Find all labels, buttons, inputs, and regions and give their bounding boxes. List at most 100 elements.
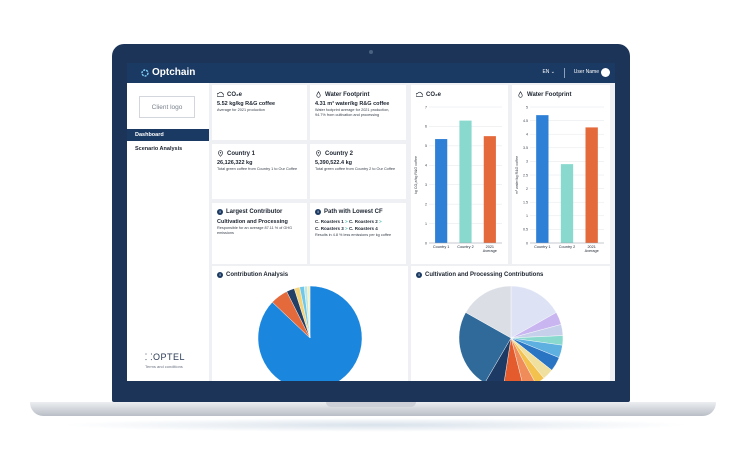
country1-card: Country 1 26,126,322 kg Total green coff…	[212, 144, 307, 199]
y-tick-label: 1	[526, 214, 528, 218]
laptop-shadow	[60, 418, 690, 432]
camera-dot	[369, 50, 373, 54]
bar[interactable]	[560, 164, 574, 243]
arrow-right-icon: >	[345, 219, 348, 224]
info-icon: i	[416, 272, 422, 278]
language-value: EN	[542, 69, 550, 75]
x-tick-label: 2021	[486, 245, 494, 249]
y-tick-label: 3.5	[523, 146, 528, 150]
x-tick-label: Country 2	[559, 245, 575, 249]
y-tick-label: 0	[526, 241, 528, 245]
path-node: C. Roasters 2	[348, 219, 378, 224]
info-icon: i	[315, 209, 321, 215]
co2-title: CO₂e	[227, 91, 243, 98]
y-axis-label: m³ water/kg R&G coffee	[515, 156, 519, 194]
path-card: i Path with Lowest CF C. Roasters 1 > C. …	[310, 203, 406, 264]
bar[interactable]	[483, 136, 496, 243]
arrow-right-icon: >	[378, 219, 382, 224]
path-node: C. Roasters 4	[348, 226, 378, 231]
bar[interactable]	[435, 139, 448, 243]
pie-slice[interactable]	[510, 337, 536, 381]
contribution-title: Contribution Analysis	[226, 272, 289, 278]
pie-slice[interactable]	[510, 337, 545, 381]
bar[interactable]	[536, 115, 549, 243]
country2-card: Country 2 5,390,522.4 kg Total green cof…	[310, 144, 406, 199]
avatar[interactable]	[601, 68, 610, 77]
y-tick-label: 6	[425, 125, 427, 129]
country1-sub: Total green coffee from Country 1 to Our…	[217, 167, 298, 171]
bar[interactable]	[459, 120, 472, 243]
y-tick-label: 3	[526, 160, 528, 164]
cultivation-contributions-card: i Cultivation and Processing Contribution…	[411, 266, 610, 381]
water-value: 4.31 m³ water/kg R&G coffee	[315, 101, 390, 107]
user-name[interactable]: User Name	[573, 69, 599, 75]
pie-slice[interactable]	[503, 337, 524, 381]
y-tick-label: 0.5	[523, 228, 528, 232]
path-node: C. Roasters 3	[315, 226, 344, 231]
language-select[interactable]: EN ⌄	[542, 69, 555, 75]
optel-logo: ⸬OPTEL	[145, 352, 185, 362]
y-tick-label: 2	[526, 187, 528, 191]
largest-sub: Responsible for an average 87.11 % of GH…	[217, 226, 293, 235]
co2-card: CO₂e 5.52 kg/kg R&G coffee Average for 2…	[212, 85, 307, 140]
co2-sub: Average for 2021 production	[217, 108, 265, 112]
sidebar-item-dashboard[interactable]: Dashboard	[127, 129, 209, 141]
pie-slice[interactable]	[510, 285, 557, 339]
path-title: Path with Lowest CF	[324, 209, 383, 215]
x-tick-label: Country 1	[534, 245, 550, 249]
y-tick-label: 0	[425, 241, 427, 245]
co2-chart-card: CO₂e 0 1 2 3 4 5 6 7 kg CO₂e/kg R&G coffee Countr…	[411, 85, 508, 264]
y-tick-label: 1	[425, 222, 427, 226]
bar[interactable]	[585, 127, 598, 243]
info-icon: i	[217, 209, 223, 215]
brand-icon	[141, 68, 149, 77]
x-tick-label: Country 2	[457, 245, 473, 249]
country2-sub: Total green coffee from Country 2 to Our…	[315, 167, 396, 171]
brand-logo[interactable]: Optchain	[141, 67, 195, 78]
country1-value: 26,126,322 kg	[217, 160, 253, 166]
cloud-icon	[217, 91, 224, 97]
largest-value: Cultivation and Processing	[217, 219, 288, 225]
water-drop-icon	[518, 91, 523, 98]
pie-slice[interactable]	[465, 285, 512, 339]
client-logo: Client logo	[139, 96, 195, 118]
sidebar: Client logo Dashboard Scenario Analysis …	[127, 83, 209, 381]
laptop-notch	[326, 402, 416, 407]
optel-logo-text: OPTEL	[152, 352, 185, 362]
divider	[564, 68, 565, 78]
x-tick-label: Country 1	[433, 245, 449, 249]
co2-chart-title: CO₂e	[426, 91, 442, 98]
country2-title: Country 2	[325, 150, 354, 157]
y-tick-label: 4.5	[523, 119, 528, 123]
chevron-down-icon: ⌄	[550, 69, 555, 75]
top-bar: Optchain EN ⌄ User Name	[127, 63, 615, 83]
location-pin-icon	[316, 150, 321, 157]
water-chart-title: Water Footprint	[527, 91, 572, 98]
co2-value: 5.52 kg/kg R&G coffee	[217, 101, 276, 107]
country2-value: 5,390,522.4 kg	[315, 160, 353, 166]
contribution-pie-chart	[257, 285, 363, 381]
water-sub: Water footprint average for 2021 product…	[315, 108, 390, 117]
path-node: C. Roasters 1	[315, 219, 344, 224]
pie-slice[interactable]	[458, 312, 512, 381]
sidebar-item-scenario-analysis[interactable]: Scenario Analysis	[135, 146, 183, 152]
contribution-analysis-card: i Contribution Analysis	[212, 266, 408, 381]
y-tick-label: 5	[425, 144, 427, 148]
path-line-1: C. Roasters 1 > C. Roasters 2 >	[315, 219, 382, 224]
y-tick-label: 1.5	[523, 201, 528, 205]
x-tick-label: Average	[483, 249, 497, 253]
pie-slice[interactable]	[307, 285, 311, 339]
arrow-right-icon: >	[345, 226, 348, 231]
x-tick-label: Average	[585, 249, 599, 253]
terms-link[interactable]: Terms and conditions	[145, 364, 183, 369]
y-tick-label: 7	[425, 105, 427, 109]
brand-name: Optchain	[152, 67, 196, 78]
location-pin-icon	[218, 150, 223, 157]
y-tick-label: 2.5	[523, 173, 528, 177]
app-screen: Optchain EN ⌄ User Name Client logo Dash…	[127, 63, 615, 381]
y-axis-label: kg CO₂e/kg R&G coffee	[414, 156, 418, 194]
water-drop-icon	[316, 91, 321, 98]
water-chart-card: Water Footprint 0 0.5 1 1.5 2 2.5 3 3.5 4 4.5 5 m³ …	[512, 85, 610, 264]
y-tick-label: 4	[425, 164, 427, 168]
path-line-2: C. Roasters 3 > C. Roasters 4	[315, 226, 378, 231]
